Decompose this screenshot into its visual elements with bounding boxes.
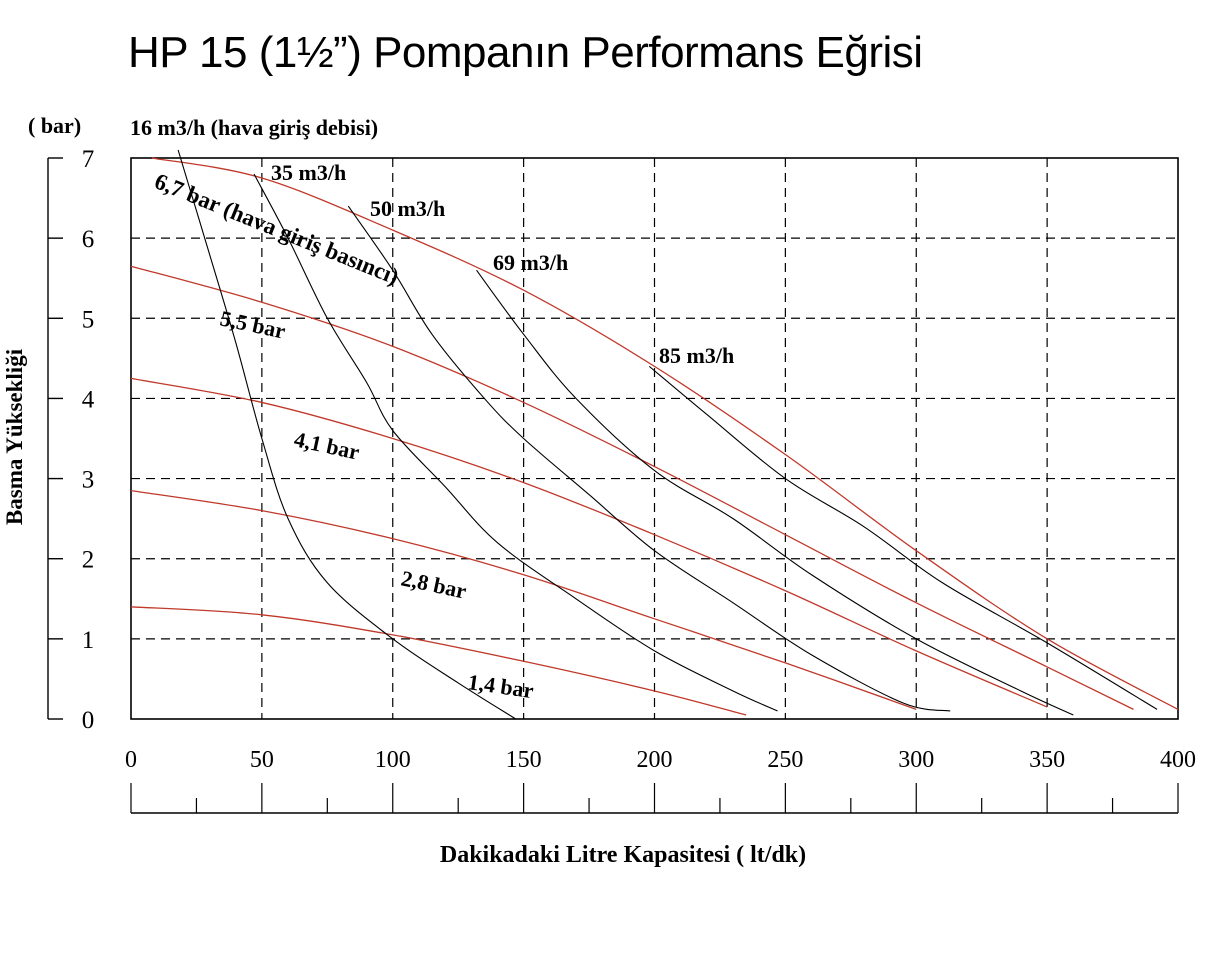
label-50-m3h: 50 m3/h — [370, 196, 445, 221]
label-4-1-bar: 4,1 bar — [292, 426, 362, 464]
y-axis-scale: 0 1 2 3 4 5 6 7 — [47, 146, 95, 734]
pressure-curve — [151, 157, 1179, 710]
airflow-curve — [253, 173, 778, 712]
pressure-curve — [130, 377, 1048, 708]
airflow-curve — [347, 205, 951, 712]
label-2-8-bar: 2,8 bar — [399, 565, 469, 603]
label-5-5-bar: 5,5 bar — [218, 305, 288, 343]
x-tick-label: 0 — [125, 747, 137, 773]
pressure-curve — [130, 265, 1134, 710]
pressure-curve — [130, 489, 917, 710]
label-35-m3h: 35 m3/h — [271, 160, 346, 185]
x-axis-title: Dakikadaki Litre Kapasitesi ( lt/dk) — [440, 842, 806, 868]
x-tick-label: 200 — [637, 747, 673, 773]
label-16-m3h: 16 m3/h (hava giriş debisi) — [130, 115, 378, 140]
y-axis-unit: ( bar) — [28, 113, 81, 138]
y-tick-label: 0 — [82, 707, 95, 734]
y-axis-title: Basma Yüksekliği — [2, 348, 27, 525]
chart-title: HP 15 (1½”) Pompanın Performans Eğrisi — [128, 28, 923, 77]
y-tick-label: 3 — [82, 467, 95, 494]
x-tick-label: 150 — [506, 747, 542, 773]
chart-grid — [130, 157, 1179, 720]
x-tick-label: 250 — [767, 747, 803, 773]
chart-curves — [130, 149, 1179, 720]
pressure-curve — [130, 606, 747, 716]
airflow-curve — [648, 365, 1158, 710]
y-tick-label: 6 — [82, 226, 95, 253]
x-tick-label: 300 — [898, 747, 934, 773]
x-axis-scale: 0 50 100 150 200 250 300 350 400 — [125, 747, 1196, 814]
y-tick-label: 7 — [82, 146, 95, 173]
airflow-curve — [476, 269, 1074, 716]
x-tick-label: 350 — [1029, 747, 1065, 773]
label-85-m3h: 85 m3/h — [659, 343, 734, 368]
x-tick-label: 400 — [1160, 747, 1196, 773]
airflow-curve — [177, 149, 517, 720]
y-tick-label: 2 — [82, 547, 95, 574]
y-tick-label: 1 — [82, 627, 95, 654]
y-tick-label: 4 — [82, 386, 95, 413]
label-1-4-bar: 1,4 bar — [466, 669, 535, 703]
y-tick-label: 5 — [82, 306, 95, 333]
x-tick-label: 50 — [250, 747, 274, 773]
x-tick-label: 100 — [375, 747, 411, 773]
label-69-m3h: 69 m3/h — [493, 250, 568, 275]
plot-frame — [130, 157, 1179, 720]
